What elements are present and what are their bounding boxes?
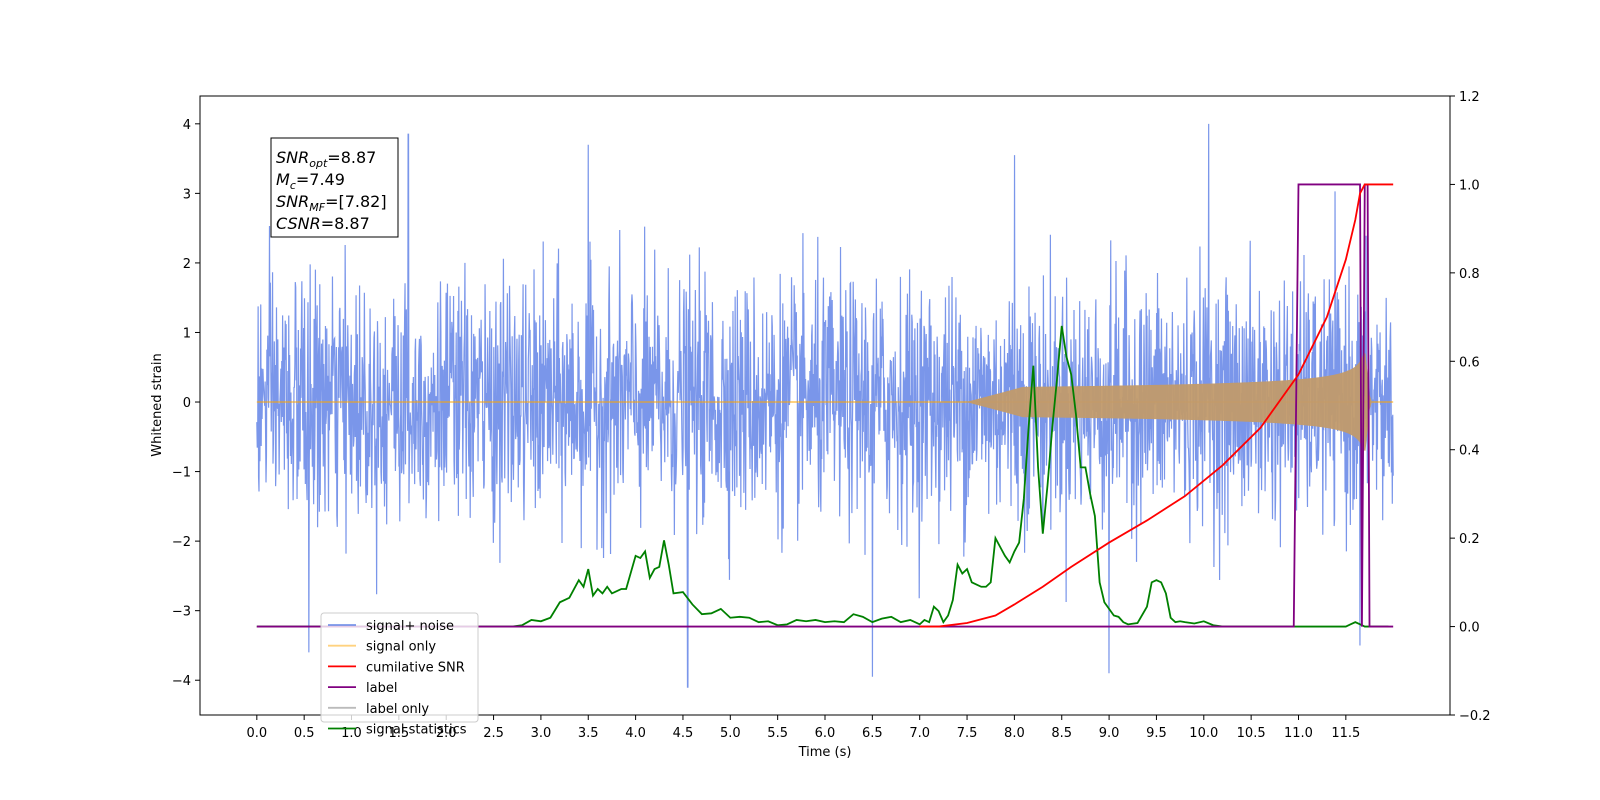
- legend-entry-label: label only: [366, 702, 429, 717]
- y-axis-right: −0.2 0.0 0.2 0.4 0.6 0.8 1.0 1.2: [1450, 90, 1491, 724]
- stats-line-value: =7.49: [296, 170, 345, 189]
- x-tick-label: 2.5: [483, 726, 504, 741]
- legend-entry-label: signal only: [366, 640, 436, 655]
- x-tick-label: 7.0: [909, 726, 930, 741]
- x-tick-label: 4.0: [625, 726, 646, 741]
- x-tick-label: 5.0: [720, 726, 741, 741]
- x-tick-label: 10.5: [1237, 726, 1266, 741]
- y-tick-label: 1: [183, 326, 191, 341]
- x-tick-label: 5.5: [767, 726, 788, 741]
- y-axis-label: Whitened strain: [150, 353, 165, 456]
- x-tick-label: 11.5: [1331, 726, 1360, 741]
- series-cumulative-snr-line: [919, 183, 1394, 628]
- x-tick-label: 10.0: [1189, 726, 1218, 741]
- legend: signal+ noise signal only cumilative SNR la…: [320, 612, 479, 738]
- series-signal-statistics-line: [256, 325, 1389, 628]
- x-tick-label: 4.5: [673, 726, 694, 741]
- y2-tick-label: 0.0: [1459, 621, 1480, 636]
- y2-tick-label: 0.2: [1459, 532, 1480, 547]
- y-tick-label: −2: [172, 535, 191, 550]
- y2-tick-label: 0.4: [1459, 444, 1480, 459]
- series-signal-noise-line: [256, 123, 1394, 688]
- x-tick-label: 0.5: [294, 726, 315, 741]
- stats-line-subscript: MF: [309, 201, 325, 214]
- x-tick-label: 0.0: [246, 726, 267, 741]
- x-tick-label: 1.0: [341, 726, 362, 741]
- stats-line-value: =[7.82]: [325, 192, 387, 211]
- y2-tick-label: 0.8: [1459, 267, 1480, 282]
- stats-line-symbol: M: [276, 170, 290, 189]
- legend-entry-label: label: [366, 681, 397, 696]
- x-tick-label: 9.5: [1146, 726, 1167, 741]
- stats-line-symbol: CSNR: [276, 214, 321, 233]
- series-signal-only: [256, 353, 1394, 451]
- y-tick-label: −3: [172, 605, 191, 620]
- stats-line: SNRMF=[7.82]: [276, 192, 387, 214]
- stats-line: CSNR=8.87: [276, 214, 370, 233]
- x-tick-label: 8.0: [1004, 726, 1025, 741]
- stats-line-symbol: SNR: [276, 148, 309, 167]
- y2-tick-label: 1.0: [1459, 178, 1480, 193]
- plot-area: [256, 123, 1394, 688]
- x-tick-label: 9.0: [1099, 726, 1120, 741]
- x-tick-label: 7.5: [957, 726, 978, 741]
- y-tick-label: 3: [183, 187, 191, 202]
- x-tick-label: 2.0: [436, 726, 457, 741]
- stats-line-subscript: opt: [309, 157, 328, 170]
- y-tick-label: 0: [183, 396, 191, 411]
- x-tick-label: 3.0: [531, 726, 552, 741]
- x-tick-label: 11.0: [1284, 726, 1313, 741]
- y2-tick-label: 1.2: [1459, 90, 1480, 105]
- x-axis-label: Time (s): [798, 745, 852, 760]
- y-tick-label: 4: [183, 118, 191, 133]
- legend-entry-label: signal statistics: [366, 723, 467, 738]
- x-axis: 0.0 0.5 1.0 1.5 2.0 2.5 3.0 3.5 4.0 4.5 5.0 5.5 6.0 6…: [246, 715, 1360, 741]
- series-label-line: [256, 183, 1394, 628]
- x-tick-label: 1.5: [389, 726, 410, 741]
- y-tick-label: 2: [183, 257, 191, 272]
- signal-only-chirp: [967, 353, 1394, 451]
- y2-tick-label: 0.6: [1459, 355, 1480, 370]
- stats-line: Mc=7.49: [276, 170, 345, 192]
- legend-frame: [320, 612, 479, 723]
- legend-entry-label: cumilative SNR: [366, 660, 465, 675]
- stats-line-value: =8.87: [321, 214, 370, 233]
- y2-tick-label: −0.2: [1459, 709, 1491, 724]
- x-tick-label: 6.5: [862, 726, 883, 741]
- x-tick-label: 8.5: [1051, 726, 1072, 741]
- y-tick-label: −1: [172, 466, 191, 481]
- y-tick-label: −4: [172, 674, 191, 689]
- stats-line: SNRopt=8.87: [276, 148, 376, 170]
- stats-annotation-frame: [270, 137, 399, 238]
- x-tick-label: 3.5: [578, 726, 599, 741]
- stats-line-subscript: c: [290, 179, 296, 192]
- y-axis-left: −4 −3 −2 −1 0 1 2 3 4: [172, 118, 200, 689]
- stats-line-symbol: SNR: [276, 192, 309, 211]
- stats-line-value: =8.87: [327, 148, 376, 167]
- x-tick-label: 6.0: [815, 726, 836, 741]
- legend-entry-label: signal+ noise: [366, 619, 454, 634]
